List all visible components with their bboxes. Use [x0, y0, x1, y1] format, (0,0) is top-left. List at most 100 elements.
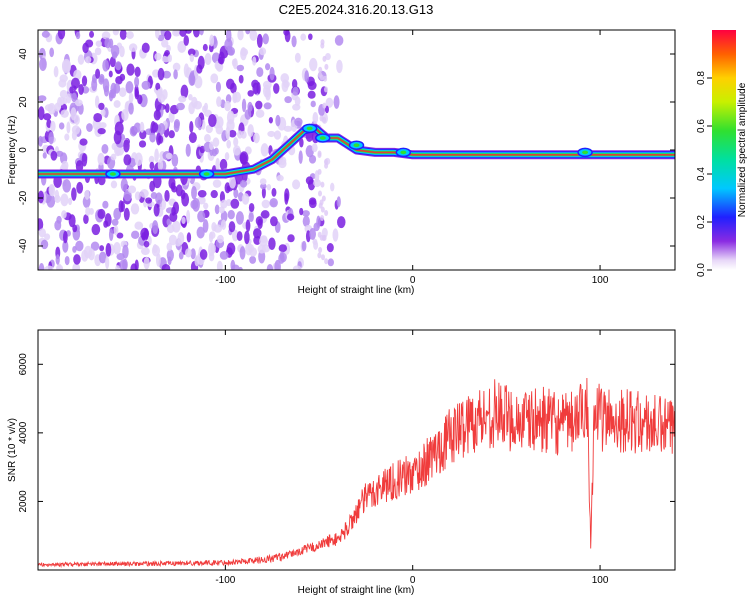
noise-blob — [169, 211, 178, 223]
noise-blob — [183, 35, 189, 46]
noise-blob — [44, 265, 54, 270]
noise-blob — [166, 242, 173, 252]
noise-blob — [108, 228, 114, 241]
heatmap-x-ticks: -100 0 100 — [215, 30, 609, 286]
noise-blob — [54, 189, 60, 201]
ridge-blob-core — [353, 143, 360, 147]
noise-blob — [194, 75, 203, 89]
noise-blob — [97, 152, 105, 166]
noise-blob — [157, 34, 165, 42]
noise-blob — [72, 245, 77, 253]
noise-blob — [204, 134, 211, 143]
noise-blob — [267, 130, 276, 138]
noise-blob — [38, 218, 44, 231]
noise-blob — [191, 96, 198, 108]
noise-blob — [324, 210, 329, 217]
noise-blob — [151, 245, 161, 257]
noise-blob — [81, 153, 88, 167]
noise-blob — [257, 244, 266, 254]
noise-blob — [224, 182, 231, 194]
noise-blob — [271, 187, 277, 197]
y-tick-label: 4000 — [18, 421, 29, 444]
noise-blob — [95, 68, 101, 79]
noise-blob — [70, 77, 80, 89]
noise-blob — [321, 235, 326, 242]
noise-blob — [333, 95, 340, 109]
noise-blob — [128, 92, 134, 103]
noise-blob — [38, 263, 45, 270]
noise-blob — [140, 247, 150, 256]
noise-blob — [320, 215, 325, 222]
noise-blob — [324, 105, 329, 114]
noise-blob — [180, 189, 186, 200]
noise-blob — [99, 245, 105, 252]
noise-blob — [253, 228, 262, 239]
noise-blob — [249, 30, 258, 41]
noise-blob — [309, 57, 318, 72]
noise-blob — [101, 31, 111, 40]
noise-blob — [143, 240, 150, 248]
noise-blob — [211, 148, 218, 157]
noise-blob — [255, 100, 263, 110]
snr-frame — [37, 329, 676, 571]
noise-blob — [233, 91, 242, 103]
noise-blob — [62, 179, 72, 193]
snr-panel: -100 0 100 2000 4000 6000 Height of straight… — [7, 329, 676, 596]
noise-blob — [239, 179, 248, 188]
noise-blob — [61, 60, 71, 74]
heatmap-y-ticks: -40 -20 0 20 40 — [18, 48, 675, 253]
noise-blob — [233, 188, 239, 199]
noise-blob — [134, 191, 141, 201]
noise-blob — [157, 67, 165, 81]
noise-blob — [115, 265, 120, 270]
ridge-blob-core — [203, 172, 210, 176]
noise-blob — [323, 75, 328, 82]
noise-blob — [299, 207, 304, 216]
noise-blob — [210, 73, 219, 84]
noise-blob — [49, 47, 55, 58]
noise-blob — [186, 209, 191, 224]
noise-blob — [70, 107, 77, 121]
noise-blob — [212, 179, 222, 188]
noise-blob — [68, 197, 73, 206]
heatmap-panel: -100 0 100 -40 -20 0 20 40 Height of straight … — [7, 29, 676, 296]
noise-blob — [164, 50, 170, 57]
noise-blob — [265, 63, 271, 71]
noise-blob — [241, 98, 247, 113]
noise-blob — [197, 210, 206, 223]
noise-blob — [50, 120, 56, 132]
noise-blob — [82, 42, 89, 54]
colorbar-tick-label: 0.4 — [696, 167, 707, 181]
noise-blob — [138, 140, 147, 148]
noise-blob — [273, 83, 280, 94]
noise-blob — [38, 95, 47, 102]
noise-blob — [330, 182, 335, 192]
noise-blob — [186, 232, 192, 243]
noise-blob — [156, 132, 162, 146]
noise-blob — [95, 40, 102, 47]
noise-blob — [292, 179, 301, 190]
noise-blob — [320, 181, 325, 188]
noise-blob — [141, 80, 151, 90]
noise-blob — [266, 183, 272, 191]
noise-blob — [247, 101, 253, 113]
noise-blob — [214, 204, 220, 215]
noise-blob — [188, 73, 196, 86]
noise-blob — [228, 221, 236, 233]
noise-blob — [217, 234, 224, 244]
noise-blob — [112, 30, 119, 36]
noise-blob — [139, 121, 145, 133]
signal-ridge — [38, 123, 675, 179]
noise-blob — [322, 102, 327, 109]
noise-blob — [41, 30, 50, 38]
noise-blob — [308, 154, 317, 164]
noise-blob — [149, 132, 156, 143]
noise-blob — [69, 86, 74, 94]
noise-blob — [211, 221, 217, 232]
noise-blob — [208, 113, 217, 127]
noise-blob — [208, 242, 215, 257]
noise-blob — [197, 55, 205, 70]
noise-blob — [101, 143, 109, 154]
noise-blob — [323, 86, 328, 93]
noise-blob — [141, 42, 150, 54]
